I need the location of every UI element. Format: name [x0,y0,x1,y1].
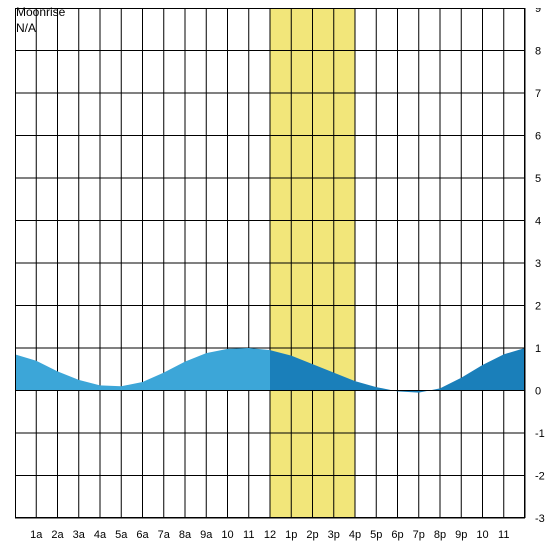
svg-text:8a: 8a [179,529,192,541]
tide-chart-container: Moonrise N/A -3-2-101234567891a2a3a4a5a6… [0,0,550,550]
svg-text:3: 3 [535,258,541,270]
svg-text:1: 1 [535,343,541,355]
svg-text:5p: 5p [370,529,382,541]
svg-text:7: 7 [535,88,541,100]
svg-text:3p: 3p [328,529,340,541]
svg-text:4: 4 [535,216,541,228]
svg-text:-3: -3 [535,513,545,525]
plot-area: -3-2-101234567891a2a3a4a5a6a7a8a9a101112… [15,8,525,518]
svg-text:6: 6 [535,131,541,143]
svg-text:-1: -1 [535,428,545,440]
svg-text:9: 9 [535,8,541,15]
svg-text:8p: 8p [434,529,446,541]
svg-text:5: 5 [535,173,541,185]
svg-text:2: 2 [535,301,541,313]
svg-text:9p: 9p [455,529,467,541]
svg-text:3a: 3a [73,529,86,541]
svg-text:1p: 1p [285,529,297,541]
svg-text:1a: 1a [30,529,43,541]
svg-text:8: 8 [535,46,541,58]
svg-text:7a: 7a [158,529,171,541]
svg-text:2a: 2a [51,529,64,541]
svg-text:4p: 4p [349,529,361,541]
svg-text:10: 10 [221,529,233,541]
svg-text:2p: 2p [306,529,318,541]
svg-text:5a: 5a [115,529,128,541]
svg-text:11: 11 [243,529,254,541]
svg-text:-2: -2 [535,471,545,483]
svg-text:4a: 4a [94,529,107,541]
svg-text:6p: 6p [391,529,403,541]
svg-text:0: 0 [535,386,541,398]
svg-text:12: 12 [264,529,276,541]
plot-svg: -3-2-101234567891a2a3a4a5a6a7a8a9a101112… [15,8,550,544]
svg-text:10: 10 [476,529,488,541]
svg-text:11: 11 [498,529,509,541]
svg-text:6a: 6a [136,529,149,541]
svg-text:7p: 7p [413,529,425,541]
svg-text:9a: 9a [200,529,213,541]
